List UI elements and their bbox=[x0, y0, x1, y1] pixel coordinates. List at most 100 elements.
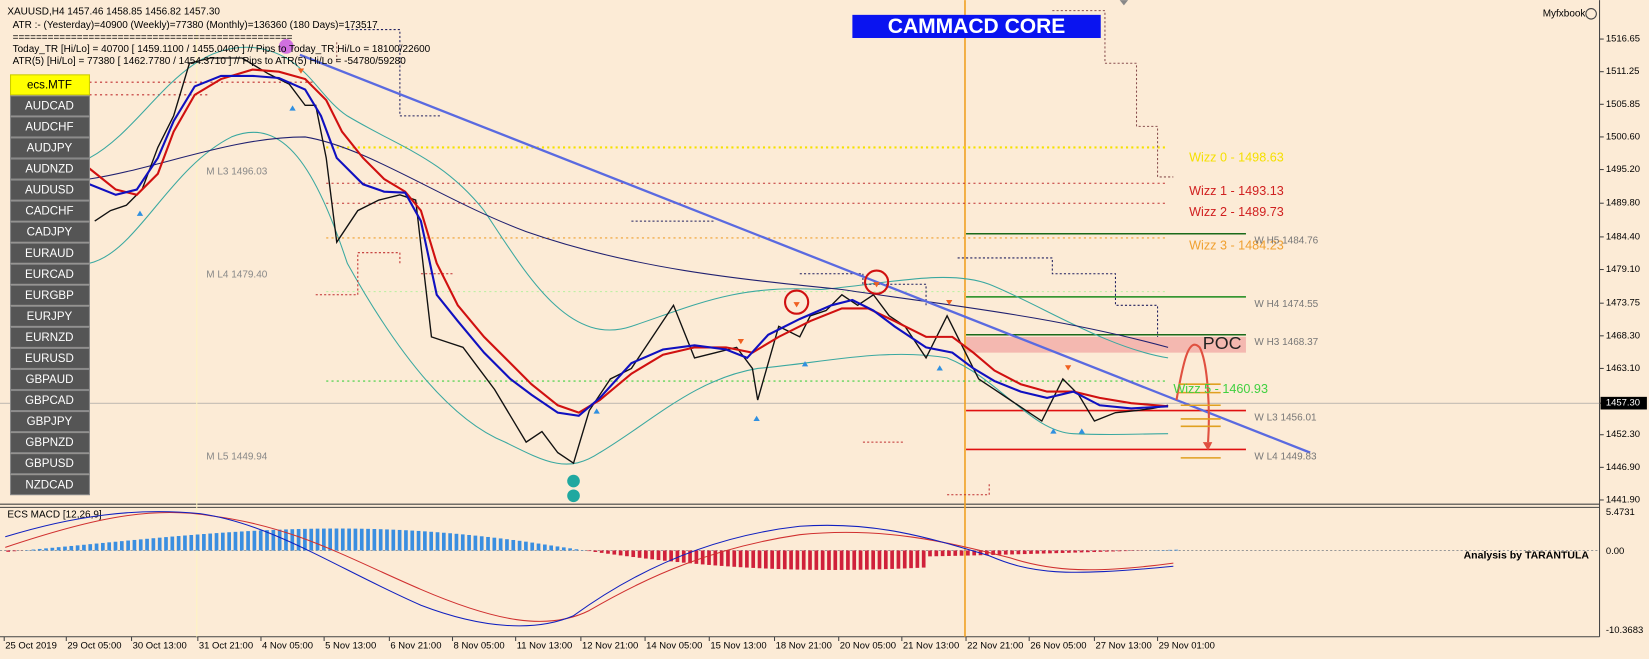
symbol-button-bg[interactable] bbox=[9, 390, 90, 412]
symbol-button[interactable]: GBPAUD bbox=[9, 368, 90, 391]
banner-box bbox=[852, 14, 1101, 39]
symbol-label[interactable]: CADJPY bbox=[27, 227, 73, 239]
symbol-button-bg[interactable] bbox=[9, 284, 90, 306]
symbol-button[interactable]: EURAUD bbox=[9, 242, 90, 264]
symbol-label[interactable]: GBPAUD bbox=[25, 374, 73, 386]
symbol-button-bg[interactable] bbox=[9, 326, 90, 348]
histogram-bar bbox=[189, 534, 194, 551]
symbol-label[interactable]: AUDNZD bbox=[25, 164, 73, 176]
symbol-button-bg[interactable] bbox=[9, 200, 90, 222]
histogram-bar bbox=[1098, 550, 1103, 552]
symbol-button[interactable]: EURCAD bbox=[9, 263, 90, 285]
histogram-bar bbox=[328, 528, 333, 551]
histogram-bar bbox=[353, 528, 358, 551]
symbol-button-bg[interactable] bbox=[9, 368, 90, 391]
symbol-button-bg[interactable] bbox=[9, 263, 90, 285]
histogram-bar bbox=[435, 532, 440, 551]
symbol-label[interactable]: ecs.MTF bbox=[27, 79, 72, 91]
histogram-bar bbox=[934, 550, 939, 557]
histogram-bar bbox=[681, 550, 686, 563]
histogram-bar bbox=[195, 534, 200, 551]
symbol-button-bg[interactable] bbox=[9, 432, 90, 454]
symbol-label[interactable]: NZDCAD bbox=[25, 479, 73, 491]
symbol-button[interactable]: EURJPY bbox=[9, 305, 90, 327]
symbol-label[interactable]: EURNZD bbox=[25, 332, 73, 344]
symbol-button-bg[interactable] bbox=[9, 411, 90, 433]
symbol-button[interactable]: EURNZD bbox=[9, 326, 90, 348]
weekly-label: W H4 1474.55 bbox=[1254, 299, 1318, 310]
symbol-button-bg[interactable] bbox=[9, 74, 90, 96]
symbol-label[interactable]: EURJPY bbox=[27, 311, 73, 323]
histogram-bar bbox=[265, 530, 269, 551]
symbol-button[interactable]: AUDNZD bbox=[9, 158, 90, 180]
histogram-bar bbox=[713, 550, 718, 566]
symbol-label[interactable]: EURGBP bbox=[25, 290, 74, 302]
price-label: 1505.85 bbox=[1606, 99, 1640, 110]
symbol-label[interactable]: GBPUSD bbox=[25, 458, 74, 470]
histogram-bar bbox=[44, 548, 48, 551]
symbol-button[interactable]: GBPNZD bbox=[9, 432, 90, 454]
symbol-button-bg[interactable] bbox=[9, 347, 90, 369]
histogram-bar bbox=[991, 550, 995, 555]
symbol-button-bg[interactable] bbox=[9, 474, 90, 496]
symbol-button[interactable]: ecs.MTF bbox=[9, 74, 90, 96]
symbol-button[interactable]: NZDCAD bbox=[9, 474, 90, 496]
symbol-label[interactable]: AUDCHF bbox=[25, 122, 73, 134]
symbol-label[interactable]: CADCHF bbox=[25, 206, 73, 218]
symbol-label[interactable]: GBPCAD bbox=[25, 395, 74, 407]
histogram-bar bbox=[625, 550, 629, 557]
histogram-bar bbox=[719, 550, 724, 566]
symbol-button[interactable]: GBPUSD bbox=[9, 453, 90, 475]
symbol-button[interactable]: AUDCHF bbox=[9, 116, 90, 138]
symbol-label[interactable]: GBPNZD bbox=[25, 437, 73, 449]
histogram-bar bbox=[549, 545, 553, 551]
histogram-bar bbox=[227, 532, 231, 551]
time-label: 21 Nov 13:00 bbox=[903, 641, 959, 652]
symbol-label[interactable]: AUDJPY bbox=[27, 143, 73, 155]
price-label: 1484.40 bbox=[1606, 231, 1640, 242]
symbol-button-bg[interactable] bbox=[9, 137, 90, 159]
histogram-bar bbox=[1079, 550, 1084, 553]
histogram-bar bbox=[694, 550, 699, 564]
symbol-label[interactable]: AUDCAD bbox=[25, 100, 74, 112]
symbol-button-bg[interactable] bbox=[9, 242, 90, 264]
histogram-bar bbox=[599, 550, 604, 553]
symbol-button-bg[interactable] bbox=[9, 116, 90, 138]
symbol-button[interactable]: AUDCAD bbox=[9, 95, 90, 117]
symbol-button-bg[interactable] bbox=[9, 221, 90, 243]
symbol-label[interactable]: EURAUD bbox=[25, 248, 74, 260]
histogram-bar bbox=[454, 533, 459, 551]
symbol-button-bg[interactable] bbox=[9, 179, 90, 201]
symbol-button-bg[interactable] bbox=[9, 95, 90, 117]
symbol-label[interactable]: EURUSD bbox=[25, 353, 74, 365]
symbol-button[interactable]: GBPCAD bbox=[9, 390, 90, 412]
histogram-bar bbox=[322, 528, 326, 551]
histogram-bar bbox=[220, 532, 225, 551]
histogram-bar bbox=[119, 541, 124, 551]
histogram-bar bbox=[789, 550, 793, 570]
symbol-label[interactable]: GBPJPY bbox=[27, 416, 73, 428]
histogram-bar bbox=[726, 550, 730, 567]
histogram-bar bbox=[1092, 550, 1097, 553]
histogram-bar bbox=[568, 548, 572, 551]
symbol-button[interactable]: EURUSD bbox=[9, 347, 90, 369]
symbol-button-bg[interactable] bbox=[9, 305, 90, 327]
symbol-button[interactable]: CADJPY bbox=[9, 221, 90, 243]
close-button[interactable] bbox=[1585, 8, 1597, 20]
histogram-bar bbox=[782, 550, 787, 570]
symbol-button[interactable]: CADCHF bbox=[9, 200, 90, 222]
wizz-label: Wizz 1 - 1493.13 bbox=[1189, 184, 1284, 198]
broker-label[interactable]: Myfxbook bbox=[1543, 8, 1586, 19]
histogram-bar bbox=[303, 528, 307, 551]
symbol-label[interactable]: AUDUSD bbox=[25, 185, 74, 197]
symbol-button[interactable]: AUDUSD bbox=[9, 179, 90, 201]
symbol-button-bg[interactable] bbox=[9, 158, 90, 180]
symbol-button[interactable]: GBPJPY bbox=[9, 411, 90, 433]
symbol-label[interactable]: EURCAD bbox=[25, 269, 74, 281]
symbol-button[interactable]: EURGBP bbox=[9, 284, 90, 306]
time-label: 29 Oct 05:00 bbox=[67, 641, 121, 652]
symbol-button[interactable]: AUDJPY bbox=[9, 137, 90, 159]
histogram-bar bbox=[1048, 550, 1052, 554]
symbol-button-bg[interactable] bbox=[9, 453, 90, 475]
histogram-bar bbox=[1010, 550, 1014, 555]
